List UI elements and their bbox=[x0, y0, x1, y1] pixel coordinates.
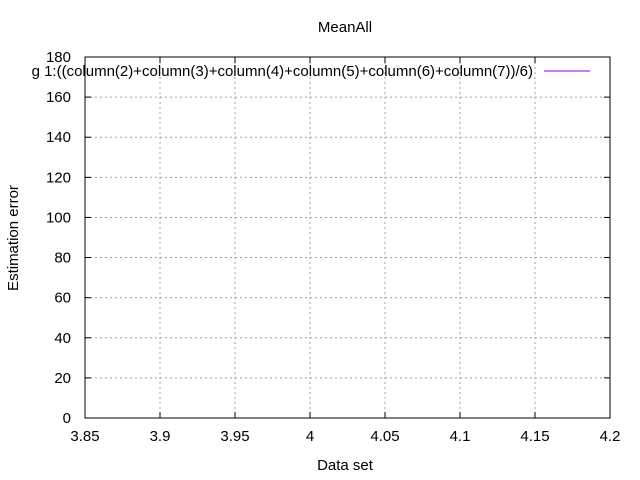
plot-frame bbox=[84, 56, 611, 419]
x-tick-label: 3.95 bbox=[220, 428, 249, 445]
y-tick-label: 40 bbox=[54, 330, 71, 347]
y-tick-label: 160 bbox=[46, 89, 71, 106]
chart-title: MeanAll bbox=[318, 19, 372, 36]
y-axis-label: Estimation error bbox=[5, 185, 22, 291]
x-tick-label: 4 bbox=[306, 428, 314, 445]
ticks: 3.85 3.9 3.95 4 4.05 4.1 4.15 4.2 0 20 40 60 80 100 12… bbox=[46, 49, 620, 445]
y-tick-label: 100 bbox=[46, 209, 71, 226]
y-tick-label: 80 bbox=[54, 250, 71, 267]
y-tick-label: 20 bbox=[54, 370, 71, 387]
legend: g 1:((column(2)+column(3)+column(4)+colu… bbox=[32, 63, 590, 80]
x-tick-label: 4.1 bbox=[450, 428, 471, 445]
x-tick-label: 3.9 bbox=[150, 428, 171, 445]
y-tick-label: 180 bbox=[46, 49, 71, 66]
y-tick-label: 140 bbox=[46, 129, 71, 146]
y-tick-label: 0 bbox=[63, 410, 71, 427]
y-tick-label: 120 bbox=[46, 169, 71, 186]
x-tick-label: 4.15 bbox=[520, 428, 549, 445]
grid bbox=[85, 57, 610, 418]
x-tick-label: 4.2 bbox=[600, 428, 621, 445]
x-tick-label: 4.05 bbox=[370, 428, 399, 445]
x-tick-label: 3.85 bbox=[70, 428, 99, 445]
legend-entry-label: g 1:((column(2)+column(3)+column(4)+colu… bbox=[32, 63, 533, 80]
x-axis-label: Data set bbox=[317, 457, 374, 474]
y-tick-label: 60 bbox=[54, 290, 71, 307]
